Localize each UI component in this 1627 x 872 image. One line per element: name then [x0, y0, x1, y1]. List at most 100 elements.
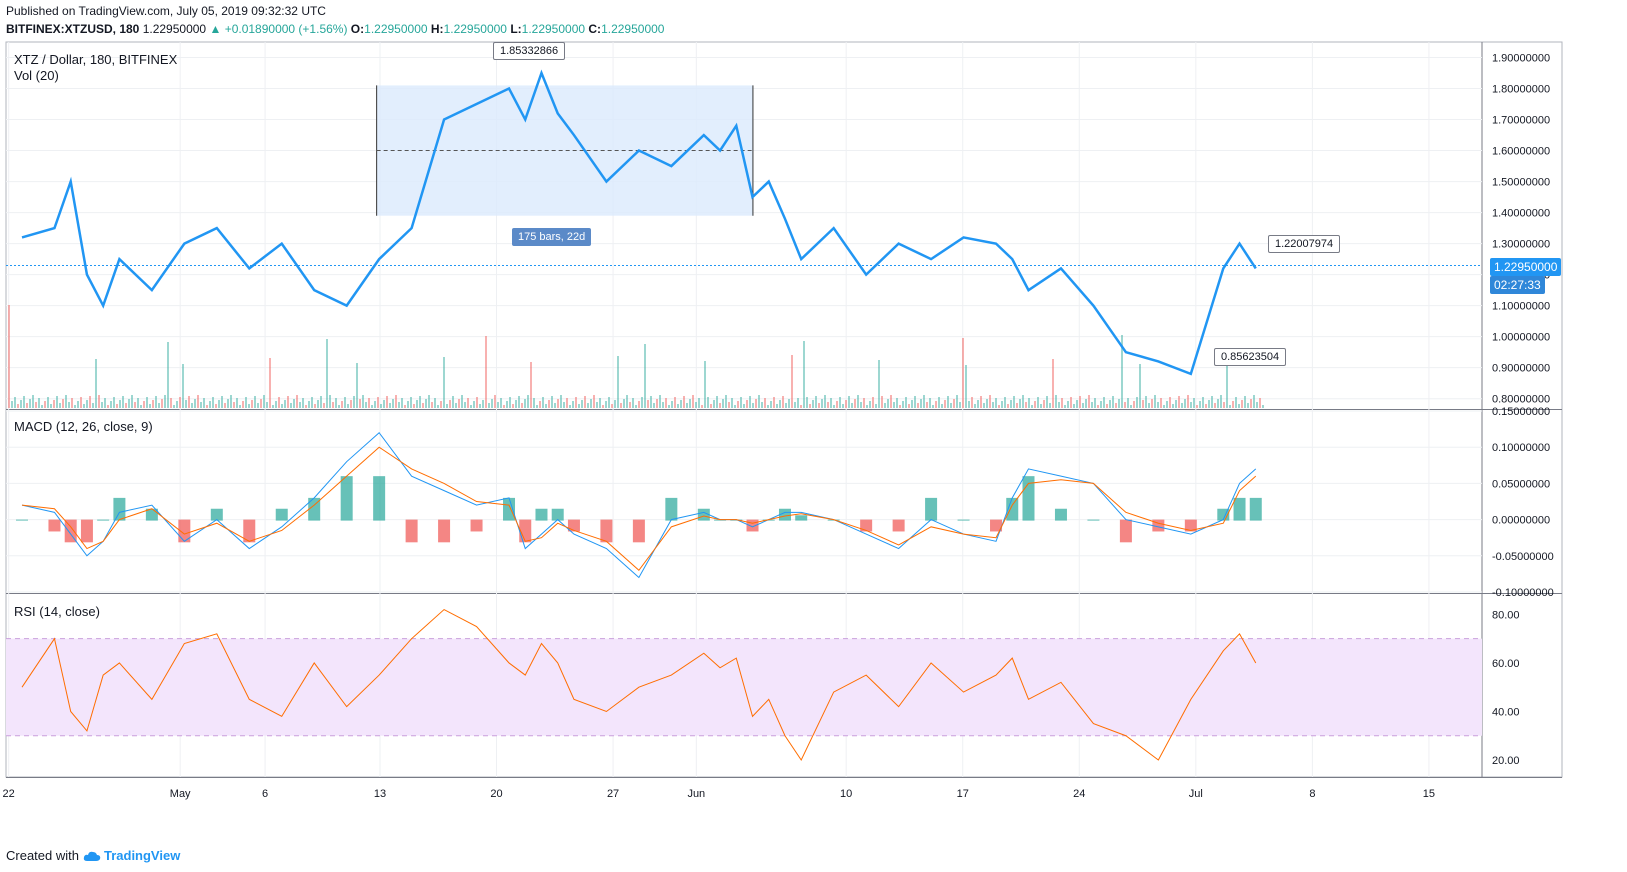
volume-bar	[476, 397, 478, 408]
volume-bar	[221, 396, 223, 408]
last-price-tag: 1.22950000	[1490, 258, 1562, 276]
volume-bar	[1229, 405, 1231, 408]
published-info: Published on TradingView.com, July 05, 2…	[6, 4, 326, 18]
volume-bar	[356, 363, 358, 408]
volume-bar	[1085, 399, 1087, 408]
volume-bar	[875, 404, 877, 408]
volume-bar	[188, 396, 190, 408]
volume-bar	[401, 398, 403, 408]
volume-bar	[980, 396, 982, 408]
volume-bar	[938, 397, 940, 408]
price-tick-label: 1.90000000	[1492, 53, 1550, 65]
volume-bar	[317, 400, 319, 408]
volume-bar	[1100, 401, 1102, 408]
volume-bar	[212, 397, 214, 408]
volume-bar	[206, 405, 208, 408]
volume-bar	[1148, 403, 1150, 408]
volume-bar	[260, 399, 262, 408]
volume-bar	[50, 404, 52, 408]
volume-bar	[1016, 403, 1018, 408]
macd-histogram-bar	[535, 508, 548, 521]
volume-bar	[164, 395, 166, 408]
volume-bar	[659, 395, 661, 408]
volume-bar	[1178, 396, 1180, 408]
volume-bar	[530, 362, 532, 408]
right-callout[interactable]: 1.22007974	[1268, 235, 1341, 253]
volume-bar	[1094, 398, 1096, 408]
volume-bar	[1052, 359, 1054, 408]
low-callout[interactable]: 0.85623504	[1214, 348, 1287, 366]
volume-bar	[506, 401, 508, 408]
time-tick-label: 22	[3, 788, 15, 800]
volume-bar	[371, 405, 373, 408]
volume-bar	[647, 400, 649, 408]
volume-bar	[1193, 398, 1195, 408]
macd-tick-label: 0.00000000	[1492, 515, 1550, 527]
volume-bar	[131, 395, 133, 408]
time-tick-label: 6	[262, 788, 268, 800]
rsi-tick-label: 20.00	[1492, 755, 1520, 767]
volume-bar	[494, 395, 496, 408]
macd-tick-label: 0.10000000	[1492, 442, 1550, 454]
macd-tick-label: 0.15000000	[1492, 406, 1550, 418]
volume-bar	[254, 396, 256, 408]
volume-bar	[173, 405, 175, 408]
volume-bar	[1202, 397, 1204, 408]
volume-bar	[734, 405, 736, 408]
volume-bar	[824, 395, 826, 408]
volume-bar	[281, 404, 283, 408]
macd-histogram-bar	[1087, 519, 1100, 521]
volume-bar	[104, 398, 106, 408]
high-callout[interactable]: 1.85332866	[493, 42, 566, 60]
volume-bar	[158, 403, 160, 408]
volume-bar	[161, 399, 163, 408]
volume-bar	[335, 398, 337, 408]
volume-bar	[44, 401, 46, 408]
volume-bar	[833, 405, 835, 408]
volume-bar	[569, 405, 571, 408]
volume-bar	[77, 401, 79, 408]
volume-bar	[1088, 395, 1090, 408]
volume-bar	[851, 403, 853, 408]
volume-bar	[1187, 395, 1189, 408]
time-tick-label: 20	[490, 788, 502, 800]
volume-bar	[227, 399, 229, 408]
tradingview-logo[interactable]: TradingView	[83, 848, 180, 863]
volume-bar	[560, 395, 562, 408]
volume-bar	[740, 397, 742, 408]
volume-bar	[1037, 397, 1039, 408]
volume-bar	[632, 398, 634, 408]
volume-bar	[323, 403, 325, 408]
volume-bar	[500, 398, 502, 408]
volume-bar	[902, 401, 904, 408]
volume-bar	[605, 401, 607, 408]
volume-bar	[125, 403, 127, 408]
volume-bar	[296, 395, 298, 408]
volume-bar	[1238, 404, 1240, 408]
volume-bar	[959, 402, 961, 408]
volume-bar	[185, 400, 187, 408]
volume-bar	[1208, 400, 1210, 408]
price-tick-label: 1.10000000	[1492, 301, 1550, 313]
time-tick-label: Jul	[1189, 788, 1203, 800]
volume-bar	[668, 405, 670, 408]
volume-bar	[944, 400, 946, 408]
macd-histogram-bar	[600, 519, 613, 543]
quote-line: BITFINEX:XTZUSD, 180 1.22950000 ▲ +0.018…	[6, 22, 664, 36]
volume-bar	[884, 403, 886, 408]
volume-bar	[377, 397, 379, 408]
macd-histogram-bar	[470, 519, 483, 532]
volume-bar	[956, 395, 958, 408]
volume-bar	[905, 397, 907, 408]
volume-bar	[629, 402, 631, 408]
volume-bar	[422, 403, 424, 408]
volume-bar	[563, 402, 565, 408]
volume-bar	[1040, 404, 1042, 408]
volume-bar	[1166, 401, 1168, 408]
volume-bar	[551, 396, 553, 408]
volume-bar	[74, 405, 76, 408]
volume-bar	[218, 400, 220, 408]
volume-bar	[527, 395, 529, 408]
date-range-label: 175 bars, 22d	[512, 228, 592, 246]
